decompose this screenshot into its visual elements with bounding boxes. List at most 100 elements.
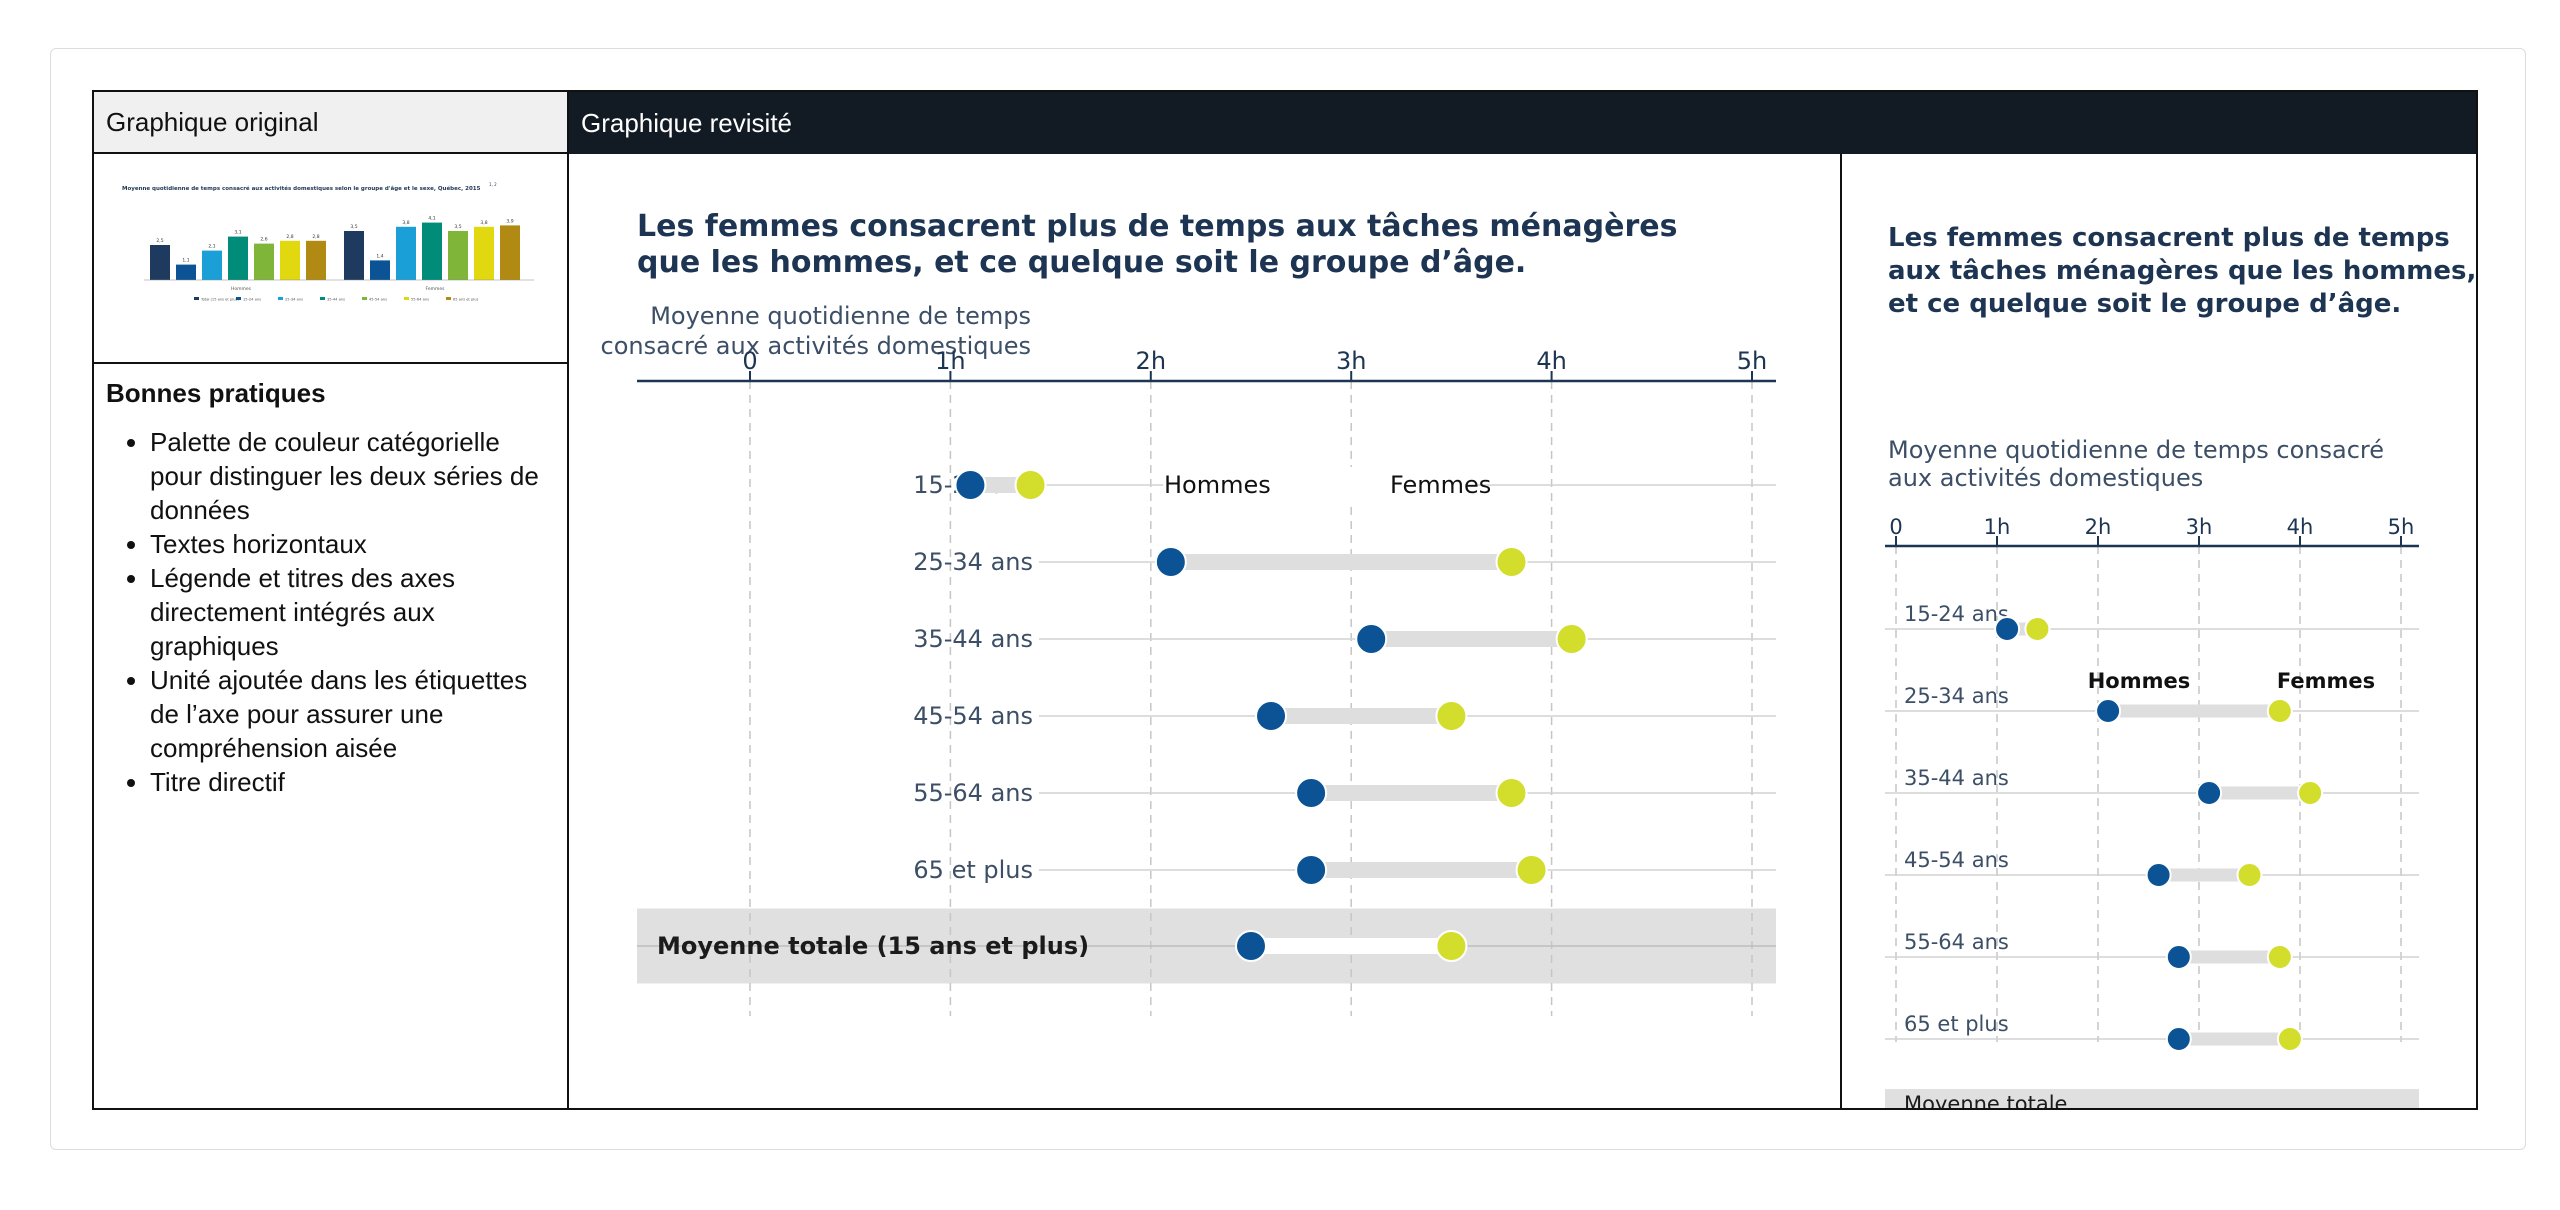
total-label-line: Moyenne totale xyxy=(1904,1092,2067,1108)
axis-title-line: aux activités domestiques xyxy=(1888,464,2203,492)
dot-femmes xyxy=(1497,547,1527,577)
dot-femmes xyxy=(1436,931,1466,961)
dot-hommes xyxy=(1156,547,1186,577)
thumbnail-bar-label: 2,5 xyxy=(156,238,163,244)
x-tick-label: 5h xyxy=(1737,347,1767,375)
thumbnail-legend-swatch xyxy=(278,297,283,300)
x-tick-label: 0 xyxy=(742,347,757,375)
dot-hommes xyxy=(955,470,985,500)
x-tick-label: 4h xyxy=(2287,515,2314,539)
category-label: 65 et plus xyxy=(913,856,1033,884)
dot-femmes xyxy=(2025,617,2049,641)
legend-label-hommes: Hommes xyxy=(2088,669,2191,693)
axis-title-line: Moyenne quotidienne de temps consacré xyxy=(1888,436,2384,464)
thumbnail-bar xyxy=(396,227,416,280)
thumbnail-bar-label: 3,9 xyxy=(506,218,513,224)
x-tick-label: 1h xyxy=(935,347,965,375)
best-practice-item: Textes horizontaux xyxy=(150,527,555,561)
header-revised-label: Graphique revisité xyxy=(581,108,792,139)
thumbnail-bar-label: 2,1 xyxy=(208,244,215,250)
thumbnail-group-label: Femmes xyxy=(426,286,446,292)
category-label: 25-34 ans xyxy=(1904,684,2009,708)
category-label: 25-34 ans xyxy=(913,548,1033,576)
thumbnail-legend-label: 45-54 ans xyxy=(369,298,387,302)
thumbnail-bar xyxy=(344,231,364,280)
chart-title-line: et ce quelque soit le groupe d’âge. xyxy=(1888,289,2401,319)
thumbnail-bar-label: 2,6 xyxy=(260,237,267,243)
comparison-table: Graphique original Graphique revisité Mo… xyxy=(92,90,2478,1110)
thumbnail-group-label: Hommes xyxy=(231,286,252,292)
dot-femmes xyxy=(1517,855,1547,885)
thumbnail-legend-swatch xyxy=(446,297,451,300)
dot-hommes xyxy=(1296,855,1326,885)
category-label: 35-44 ans xyxy=(913,625,1033,653)
x-tick-label: 0 xyxy=(1889,515,1902,539)
x-tick-label: 3h xyxy=(1336,347,1366,375)
thumbnail-title-sup: 1, 2 xyxy=(489,182,497,187)
thumbnail-legend-label: Total (15 ans et plus) xyxy=(200,298,239,302)
category-label: 65 et plus xyxy=(1904,1012,2009,1036)
total-label-line: Moyenne totale (15 ans et plus) xyxy=(657,932,1089,960)
best-practices: Bonnes pratiques Palette de couleur caté… xyxy=(94,364,567,811)
dot-femmes xyxy=(1497,778,1527,808)
dot-femmes xyxy=(1436,701,1466,731)
dot-femmes xyxy=(2238,863,2262,887)
thumbnail-legend-swatch xyxy=(194,297,199,300)
best-practices-list: Palette de couleur catégorielle pour dis… xyxy=(106,425,555,799)
revised-chart-wide: Les femmes consacrent plus de temps aux … xyxy=(569,154,1840,1108)
best-practice-item: Titre directif xyxy=(150,765,555,799)
thumbnail-bar-label: 1,1 xyxy=(182,258,189,264)
header-original-label: Graphique original xyxy=(106,107,318,138)
thumbnail-bar-label: 1,4 xyxy=(376,253,383,259)
category-label: 45-54 ans xyxy=(913,702,1033,730)
thumbnail-legend-swatch xyxy=(362,297,367,300)
x-tick-label: 1h xyxy=(1984,515,2011,539)
thumbnail-bar-label: 2,8 xyxy=(286,234,293,240)
chart-title-line: aux tâches ménagères que les hommes, xyxy=(1888,256,2476,286)
dot-hommes xyxy=(2167,1027,2191,1051)
category-label: 15-24 ans xyxy=(1904,602,2009,626)
dot-femmes xyxy=(1016,470,1046,500)
dot-femmes xyxy=(2268,945,2292,969)
thumbnail-bar-label: 3,1 xyxy=(234,230,241,236)
thumbnail-bar-label: 3,5 xyxy=(350,224,357,230)
legend-label-femmes: Femmes xyxy=(2277,669,2375,693)
thumbnail-svg: Moyenne quotidienne de temps consacré au… xyxy=(94,154,567,362)
thumbnail-title: Moyenne quotidienne de temps consacré au… xyxy=(122,185,481,192)
dot-femmes xyxy=(1557,624,1587,654)
dot-hommes xyxy=(1296,778,1326,808)
dot-femmes xyxy=(2268,699,2292,723)
thumbnail-bar xyxy=(306,241,326,280)
thumbnail-legend-swatch xyxy=(320,297,325,300)
thumbnail-bar xyxy=(150,245,170,280)
dot-hommes xyxy=(2147,863,2171,887)
thumbnail-bar xyxy=(422,223,442,280)
best-practices-title: Bonnes pratiques xyxy=(106,378,555,409)
x-tick-label: 3h xyxy=(2186,515,2213,539)
original-chart-thumbnail: Moyenne quotidienne de temps consacré au… xyxy=(94,154,567,364)
thumbnail-legend-label: 35-44 ans xyxy=(327,298,345,302)
axis-title-line: consacré aux activités domestiques xyxy=(601,332,1032,360)
thumbnail-bar-label: 2,8 xyxy=(312,234,319,240)
thumbnail-bar-label: 3,5 xyxy=(454,224,461,230)
thumbnail-bar xyxy=(280,241,300,280)
best-practice-item: Unité ajoutée dans les étiquettes de l’a… xyxy=(150,663,555,765)
legend-label-hommes: Hommes xyxy=(1164,471,1271,499)
chart-title-line: Les femmes consacrent plus de temps aux … xyxy=(637,209,1677,244)
thumbnail-bar-label: 3,8 xyxy=(480,220,487,226)
dot-hommes xyxy=(1256,701,1286,731)
thumbnail-bar xyxy=(474,227,494,280)
thumbnail-bar xyxy=(202,251,222,280)
dot-hommes xyxy=(1995,617,2019,641)
thumbnail-bar xyxy=(228,237,248,280)
category-label: 55-64 ans xyxy=(913,779,1033,807)
header-revised: Graphique revisité xyxy=(569,92,2476,154)
thumbnail-legend-label: 25-34 ans xyxy=(285,298,303,302)
thumbnail-bar-label: 4,1 xyxy=(428,216,435,222)
x-tick-label: 2h xyxy=(1136,347,1166,375)
thumbnail-legend-label: 55-64 ans xyxy=(411,298,429,302)
category-label: 55-64 ans xyxy=(1904,930,2009,954)
best-practice-item: Légende et titres des axes directement i… xyxy=(150,561,555,663)
thumbnail-bar xyxy=(448,231,468,280)
x-tick-label: 2h xyxy=(2085,515,2112,539)
